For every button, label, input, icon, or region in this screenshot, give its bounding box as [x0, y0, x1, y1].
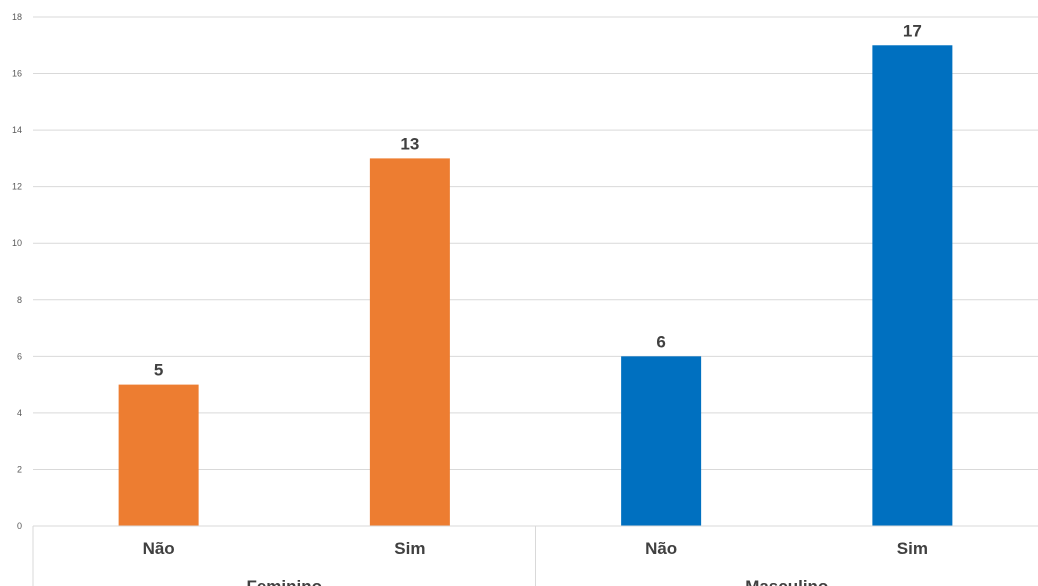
category-label: Sim [897, 539, 928, 558]
data-label: 13 [400, 134, 419, 153]
group-label: Feminino [246, 577, 322, 586]
y-tick-label: 0 [17, 521, 22, 531]
bar-feminino-sim [369, 158, 450, 526]
y-tick-label: 2 [17, 464, 22, 474]
gridlines [33, 16, 1038, 470]
bar-masculino-sim [872, 45, 953, 527]
bar-masculino-não [621, 356, 702, 526]
data-labels: 5 13 6 17 [154, 21, 922, 379]
y-tick-label: 12 [12, 182, 22, 192]
category-label: Sim [394, 539, 425, 558]
y-tick-label: 14 [12, 125, 22, 135]
data-label: 6 [656, 332, 665, 351]
y-tick-label: 10 [12, 238, 22, 248]
bars [118, 45, 953, 527]
y-axis: 0 2 4 6 8 10 12 14 16 18 [12, 12, 22, 531]
y-tick-label: 4 [17, 408, 22, 418]
bar-feminino-não [118, 384, 199, 526]
data-label: 17 [903, 21, 922, 40]
group-label: Masculino [745, 577, 828, 586]
x-axis: Não Sim Feminino Não Sim Masculino [32, 525, 1038, 586]
category-label: Não [645, 539, 677, 558]
y-tick-label: 18 [12, 12, 22, 22]
data-label: 5 [154, 361, 163, 380]
y-tick-label: 16 [12, 69, 22, 79]
y-tick-label: 8 [17, 295, 22, 305]
category-label: Não [143, 539, 175, 558]
y-tick-label: 6 [17, 351, 22, 361]
